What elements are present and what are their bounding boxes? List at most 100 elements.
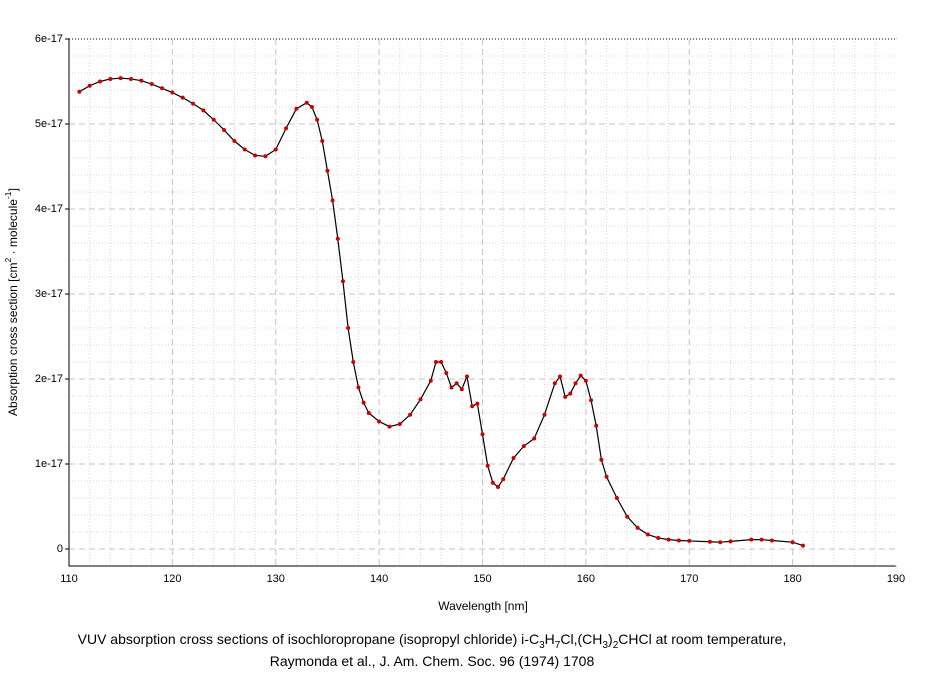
data-point (320, 139, 325, 143)
data-point (645, 532, 650, 537)
data-point (490, 480, 495, 485)
data-point (728, 539, 733, 544)
x-tick-label: 120 (163, 573, 181, 585)
data-point (759, 537, 764, 542)
data-point (480, 432, 485, 437)
data-point (433, 360, 438, 364)
data-point (635, 525, 640, 530)
data-point (459, 387, 464, 392)
y-tick-label: 5e-17 (35, 118, 63, 130)
data-point (149, 82, 154, 87)
data-point (356, 385, 361, 390)
data-point (583, 378, 588, 383)
data-point (366, 411, 371, 415)
data-point (485, 463, 490, 468)
data-point (594, 423, 599, 428)
y-tick-label: 6e-17 (35, 33, 63, 45)
data-point (284, 126, 289, 131)
text-part: Cl,(CH (560, 631, 602, 647)
data-point (439, 360, 444, 364)
data-point (309, 105, 314, 109)
data-point (263, 154, 268, 159)
x-tick-label: 160 (577, 573, 595, 585)
data-point (108, 76, 113, 81)
data-point (625, 514, 630, 519)
y-tick-label: 0 (57, 543, 63, 555)
data-point (454, 381, 459, 386)
data-point (532, 436, 537, 441)
data-point (98, 79, 103, 84)
data-point (118, 76, 123, 81)
data-point (676, 538, 681, 543)
data-point (578, 373, 583, 378)
data-point (470, 404, 475, 409)
data-point (687, 538, 692, 543)
data-point (749, 537, 754, 542)
data-point (77, 89, 82, 94)
script-text: 3 (539, 640, 545, 651)
grid (68, 38, 897, 566)
data-point (201, 108, 206, 113)
text-part: VUV absorption cross sections of isochlo… (78, 631, 539, 647)
data-point (180, 95, 185, 100)
data-point (346, 326, 351, 330)
data-point (501, 477, 506, 482)
data-point (707, 539, 712, 544)
data-point (361, 400, 366, 405)
data-point (444, 371, 449, 376)
data-point (464, 374, 469, 379)
data-point (542, 412, 547, 417)
data-point (511, 456, 516, 461)
text-part: CHCl at room temperature, (618, 631, 786, 647)
x-tick-label: 190 (887, 573, 905, 585)
script-text: -1 (3, 191, 13, 199)
data-point (568, 391, 573, 396)
x-tick-label: 180 (783, 573, 801, 585)
caption: VUV absorption cross sections of isochlo… (78, 631, 787, 651)
script-text: 2 (613, 640, 619, 651)
y-tick-label: 2e-17 (35, 373, 63, 385)
data-point (397, 422, 402, 427)
text-part: Raymonda et al., J. Am. Chem. Soc. 96 (1… (270, 653, 595, 669)
data-point (604, 474, 609, 479)
data-point (351, 360, 356, 364)
x-tick-label: 170 (680, 573, 698, 585)
text-part: ] (6, 188, 20, 191)
data-point (377, 419, 382, 424)
y-axis-label: Absorption cross section [cm2 · molecule… (3, 188, 20, 416)
data-point (294, 106, 299, 111)
data-line (79, 77, 804, 547)
data-point (170, 90, 175, 95)
y-tick-label: 4e-17 (35, 203, 63, 215)
data-point (563, 394, 568, 399)
data-point (232, 139, 237, 143)
data-point (656, 535, 661, 540)
data-point (718, 540, 723, 545)
data-point (599, 457, 604, 462)
data-point (418, 397, 423, 402)
data-point (325, 168, 330, 173)
text-part: Absorption cross section [cm (6, 263, 20, 416)
text-part: · molecule (6, 199, 20, 258)
data-point (496, 484, 501, 489)
x-tick-label: 110 (60, 573, 78, 585)
data-point (253, 153, 258, 158)
y-tick-label: 3e-17 (35, 288, 63, 300)
data-point (315, 117, 320, 122)
script-text: 7 (555, 640, 561, 651)
data-point (87, 83, 92, 88)
data-point (521, 444, 526, 449)
x-tick-label: 130 (267, 573, 285, 585)
text-part: H (545, 631, 555, 647)
data-point (589, 398, 594, 403)
x-axis-label: Wavelength [nm] (438, 599, 528, 613)
y-tick-label: 1e-17 (35, 458, 63, 470)
data-point (335, 236, 340, 241)
data-point (129, 76, 134, 81)
data-point (211, 117, 216, 122)
script-text: 3 (602, 640, 608, 651)
data-point (408, 412, 413, 417)
data-point (552, 381, 557, 386)
data-point (273, 147, 278, 152)
